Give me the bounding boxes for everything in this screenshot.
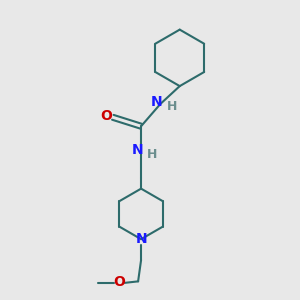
Text: O: O xyxy=(113,275,125,289)
Text: H: H xyxy=(147,148,158,161)
Text: H: H xyxy=(167,100,177,113)
Text: O: O xyxy=(100,109,112,123)
Text: N: N xyxy=(135,232,147,246)
Text: N: N xyxy=(132,143,143,157)
Text: N: N xyxy=(151,95,163,110)
